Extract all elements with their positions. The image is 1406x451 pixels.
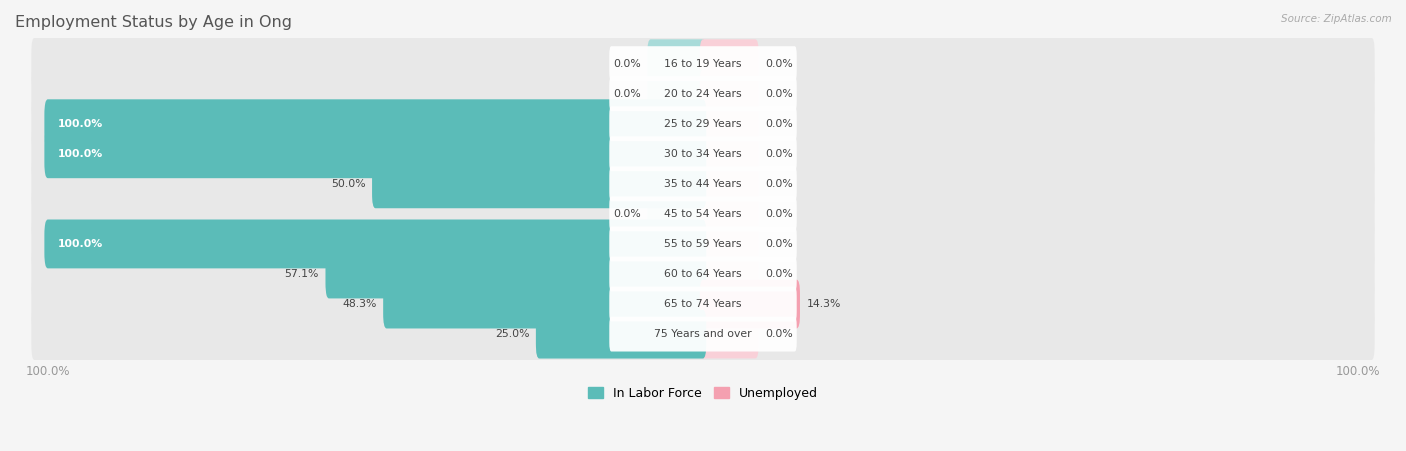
Text: 0.0%: 0.0% [765, 59, 793, 69]
Text: 57.1%: 57.1% [284, 269, 319, 279]
Text: 25 to 29 Years: 25 to 29 Years [664, 119, 742, 129]
FancyBboxPatch shape [31, 37, 1375, 90]
Text: 0.0%: 0.0% [765, 329, 793, 339]
Text: 0.0%: 0.0% [613, 59, 641, 69]
Text: 20 to 24 Years: 20 to 24 Years [664, 89, 742, 99]
FancyBboxPatch shape [647, 189, 706, 238]
FancyBboxPatch shape [609, 226, 797, 262]
Text: 100.0%: 100.0% [58, 119, 103, 129]
FancyBboxPatch shape [31, 97, 1375, 150]
FancyBboxPatch shape [31, 158, 1375, 210]
Text: 0.0%: 0.0% [765, 179, 793, 189]
FancyBboxPatch shape [700, 160, 759, 208]
FancyBboxPatch shape [700, 129, 759, 178]
Text: 0.0%: 0.0% [765, 119, 793, 129]
Text: Source: ZipAtlas.com: Source: ZipAtlas.com [1281, 14, 1392, 23]
Text: 0.0%: 0.0% [765, 239, 793, 249]
FancyBboxPatch shape [700, 250, 759, 298]
Text: 0.0%: 0.0% [765, 149, 793, 159]
Text: 14.3%: 14.3% [807, 299, 841, 309]
FancyBboxPatch shape [700, 280, 800, 328]
FancyBboxPatch shape [536, 310, 706, 359]
FancyBboxPatch shape [609, 76, 797, 111]
Text: 30 to 34 Years: 30 to 34 Years [664, 149, 742, 159]
FancyBboxPatch shape [31, 218, 1375, 270]
Text: 100.0%: 100.0% [58, 149, 103, 159]
FancyBboxPatch shape [700, 189, 759, 238]
Text: 60 to 64 Years: 60 to 64 Years [664, 269, 742, 279]
FancyBboxPatch shape [45, 129, 706, 178]
Text: 25.0%: 25.0% [495, 329, 530, 339]
Text: 100.0%: 100.0% [58, 239, 103, 249]
Text: Employment Status by Age in Ong: Employment Status by Age in Ong [15, 15, 292, 30]
FancyBboxPatch shape [373, 160, 706, 208]
FancyBboxPatch shape [31, 278, 1375, 330]
FancyBboxPatch shape [700, 69, 759, 118]
FancyBboxPatch shape [326, 250, 706, 298]
FancyBboxPatch shape [609, 286, 797, 322]
FancyBboxPatch shape [45, 220, 706, 268]
FancyBboxPatch shape [647, 39, 706, 88]
Text: 75 Years and over: 75 Years and over [654, 329, 752, 339]
FancyBboxPatch shape [700, 310, 759, 359]
FancyBboxPatch shape [700, 39, 759, 88]
FancyBboxPatch shape [609, 106, 797, 141]
FancyBboxPatch shape [609, 197, 797, 231]
FancyBboxPatch shape [609, 317, 797, 351]
FancyBboxPatch shape [536, 310, 706, 359]
FancyBboxPatch shape [647, 69, 706, 118]
FancyBboxPatch shape [45, 129, 706, 178]
Text: 65 to 74 Years: 65 to 74 Years [664, 299, 742, 309]
Text: 35 to 44 Years: 35 to 44 Years [664, 179, 742, 189]
FancyBboxPatch shape [700, 280, 800, 328]
FancyBboxPatch shape [45, 99, 706, 148]
FancyBboxPatch shape [31, 308, 1375, 360]
FancyBboxPatch shape [609, 46, 797, 81]
FancyBboxPatch shape [31, 68, 1375, 120]
FancyBboxPatch shape [384, 280, 706, 328]
FancyBboxPatch shape [700, 220, 759, 268]
FancyBboxPatch shape [373, 160, 706, 208]
Text: 16 to 19 Years: 16 to 19 Years [664, 59, 742, 69]
Text: 0.0%: 0.0% [765, 269, 793, 279]
Text: 0.0%: 0.0% [613, 89, 641, 99]
FancyBboxPatch shape [700, 99, 759, 148]
Text: 45 to 54 Years: 45 to 54 Years [664, 209, 742, 219]
FancyBboxPatch shape [31, 248, 1375, 300]
FancyBboxPatch shape [45, 220, 706, 268]
Legend: In Labor Force, Unemployed: In Labor Force, Unemployed [583, 382, 823, 405]
FancyBboxPatch shape [326, 250, 706, 298]
FancyBboxPatch shape [45, 99, 706, 148]
Text: 0.0%: 0.0% [613, 209, 641, 219]
Text: 48.3%: 48.3% [342, 299, 377, 309]
FancyBboxPatch shape [31, 188, 1375, 240]
FancyBboxPatch shape [609, 257, 797, 291]
FancyBboxPatch shape [384, 280, 706, 328]
Text: 55 to 59 Years: 55 to 59 Years [664, 239, 742, 249]
Text: 0.0%: 0.0% [765, 209, 793, 219]
Text: 50.0%: 50.0% [330, 179, 366, 189]
FancyBboxPatch shape [609, 166, 797, 201]
FancyBboxPatch shape [31, 128, 1375, 180]
FancyBboxPatch shape [609, 136, 797, 171]
Text: 0.0%: 0.0% [765, 89, 793, 99]
